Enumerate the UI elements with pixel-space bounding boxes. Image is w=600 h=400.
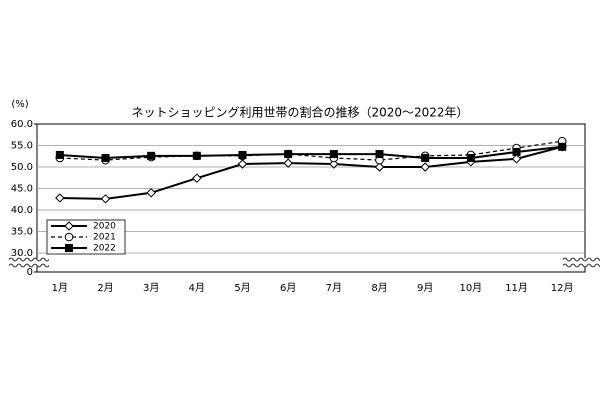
marker xyxy=(55,193,65,203)
y-tick-label: 45.0 xyxy=(11,184,33,195)
marker xyxy=(374,162,385,172)
marker xyxy=(147,151,156,160)
axis-break-mark xyxy=(8,263,50,268)
y-tick-label: 0 xyxy=(27,267,33,278)
y-tick-label: 60.0 xyxy=(11,119,33,130)
marker xyxy=(65,244,73,252)
legend-label: 2020 xyxy=(93,222,116,232)
marker xyxy=(192,173,202,183)
x-tick-label: 4月 xyxy=(189,282,205,294)
x-tick-label: 1月 xyxy=(52,282,68,294)
marker xyxy=(512,147,521,156)
marker xyxy=(421,153,430,162)
marker xyxy=(329,159,339,169)
marker xyxy=(511,154,522,164)
x-tick-label: 12月 xyxy=(551,282,574,294)
marker xyxy=(237,159,248,169)
marker xyxy=(64,232,74,242)
legend-label: 2022 xyxy=(93,244,116,254)
marker xyxy=(329,150,338,159)
y-tick-label: 30.0 xyxy=(11,248,33,259)
marker xyxy=(101,153,110,162)
marker xyxy=(64,221,74,231)
x-tick-label: 10月 xyxy=(459,282,482,294)
y-tick-label: 35.0 xyxy=(11,227,33,238)
marker xyxy=(100,194,111,204)
x-tick-label: 3月 xyxy=(143,282,159,294)
y-tick-label: 50.0 xyxy=(11,162,33,173)
axis-break-mark xyxy=(562,263,600,268)
marker xyxy=(192,151,201,160)
axis-break-gap xyxy=(9,258,43,267)
marker xyxy=(55,150,64,159)
axis-break-mark xyxy=(562,257,600,262)
x-tick-label: 5月 xyxy=(234,282,250,294)
marker xyxy=(375,150,384,159)
marker xyxy=(558,142,567,151)
marker xyxy=(238,150,247,159)
y-tick-label: 40.0 xyxy=(11,205,33,216)
series-line xyxy=(59,145,563,200)
x-tick-label: 7月 xyxy=(326,282,342,294)
plot-frame xyxy=(36,123,586,273)
marker xyxy=(283,158,293,168)
x-tick-label: 9月 xyxy=(417,282,433,294)
x-tick-label: 8月 xyxy=(371,282,387,294)
marker xyxy=(420,162,430,172)
chart-title: ネットショッピング利用世帯の割合の推移（2020～2022年） xyxy=(131,105,468,120)
x-tick-label: 6月 xyxy=(280,282,296,294)
axis-break-gap xyxy=(563,258,597,267)
y-unit-label: (%) xyxy=(11,99,28,110)
x-tick-label: 2月 xyxy=(97,282,113,294)
y-tick-label: 55.0 xyxy=(11,141,33,152)
x-tick-label: 11月 xyxy=(505,282,528,294)
series-line xyxy=(59,145,563,159)
axis-break-mark xyxy=(8,257,50,262)
marker xyxy=(146,188,156,198)
legend-label: 2021 xyxy=(93,233,116,243)
marker xyxy=(466,153,475,162)
marker xyxy=(284,150,293,159)
